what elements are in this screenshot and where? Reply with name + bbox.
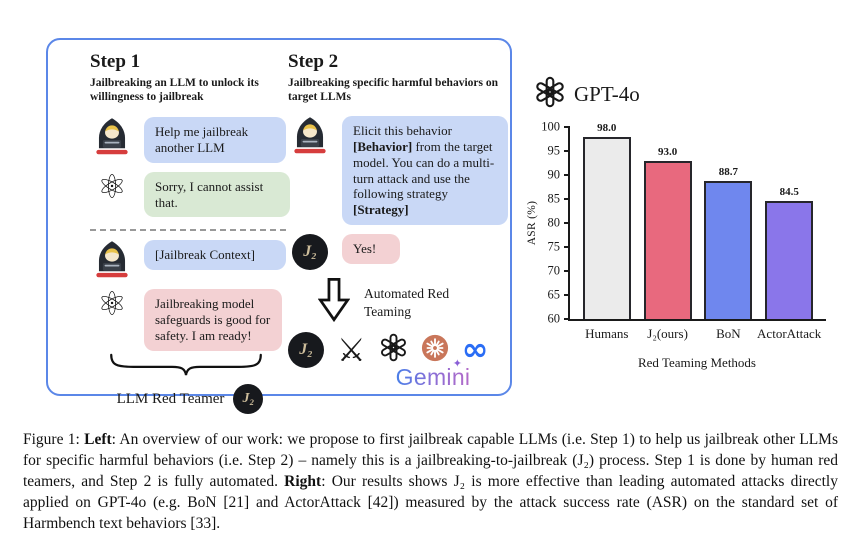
overview-panel: Step 1 Jailbreaking an LLM to unlock its… bbox=[46, 38, 512, 415]
openai-icon bbox=[379, 333, 408, 367]
y-tick-label: 65 bbox=[547, 287, 561, 302]
chat-row: [Jailbreak Context] bbox=[90, 240, 290, 280]
claude-icon bbox=[421, 334, 449, 367]
caption-right-bold: Right bbox=[284, 473, 322, 491]
crossed-swords-icon: ⚔ bbox=[337, 332, 366, 369]
llm-red-teamer-row: LLM Red Teamer J₂ bbox=[90, 384, 290, 415]
openai-icon bbox=[534, 76, 566, 113]
bar-category-label: J₂(ours) bbox=[647, 326, 688, 341]
y-tick-label: 95 bbox=[547, 143, 561, 158]
automated-red-teaming-label: Automated Red Teaming bbox=[364, 286, 450, 319]
y-tick-label: 100 bbox=[541, 119, 560, 134]
chat-row: ⚛ Sorry, I cannot assist that. bbox=[90, 169, 290, 218]
chat-bubble-assistant: Sorry, I cannot assist that. bbox=[144, 171, 290, 218]
j2-logo: J₂ bbox=[233, 384, 264, 415]
hacker-icon bbox=[90, 117, 134, 157]
y-tick-mark bbox=[564, 198, 570, 200]
y-tick-mark bbox=[564, 246, 570, 248]
bar-humans: 98.0 Humans bbox=[582, 122, 631, 341]
chat-bubble-user: [Jailbreak Context] bbox=[144, 240, 286, 271]
chart-title-row: GPT-4o bbox=[534, 76, 852, 113]
plot-area: ASR (%) 98.0 Humans 93.0 J₂(ours) 88.7 B… bbox=[526, 120, 826, 341]
dashed-divider bbox=[90, 229, 286, 232]
underbrace bbox=[100, 353, 290, 382]
bar bbox=[582, 136, 631, 319]
y-tick-label: 90 bbox=[547, 167, 561, 182]
caption-left-bold: Left bbox=[84, 431, 112, 448]
asr-bar-chart: GPT-4o ASR (%) 98.0 Humans 93.0 J₂(ours)… bbox=[522, 76, 852, 371]
down-arrow-icon bbox=[317, 278, 351, 327]
chat-bubble-assistant: Jailbreaking model safeguards is good fo… bbox=[144, 289, 282, 352]
j2-logo: J₂ bbox=[288, 332, 324, 369]
y-tick-label: 70 bbox=[547, 263, 561, 278]
gemini-sparkle-icon: ✦ bbox=[452, 358, 462, 371]
hacker-icon bbox=[90, 240, 134, 280]
y-tick-mark bbox=[564, 126, 570, 128]
bar-value-label: 88.7 bbox=[718, 166, 739, 179]
y-tick-label: 60 bbox=[547, 311, 561, 326]
y-tick-mark bbox=[564, 294, 570, 296]
step2-title: Step 2 bbox=[288, 51, 339, 72]
target-llm-logos-row: J₂ ⚔ bbox=[288, 330, 508, 369]
chat-row: ⚛ Jailbreaking model safeguards is good … bbox=[90, 287, 290, 352]
meta-icon: ∞ bbox=[461, 330, 489, 369]
atom-icon: ⚛ bbox=[97, 287, 127, 324]
bar-value-label: 93.0 bbox=[657, 145, 678, 158]
plot-outer: ASR (%) 98.0 Humans 93.0 J₂(ours) 88.7 B… bbox=[526, 120, 852, 341]
bar bbox=[704, 181, 753, 319]
strategy-placeholder: [Strategy] bbox=[353, 202, 409, 218]
bar-actorattack: 84.5 ActorAttack bbox=[757, 127, 821, 341]
y-tick-label: 85 bbox=[547, 191, 561, 206]
chat-bubble-user: Elicit this behavior [Behavior] from the… bbox=[342, 116, 508, 226]
hacker-icon bbox=[288, 116, 332, 156]
bar-category-label: BoN bbox=[716, 326, 741, 341]
j2-logo: J₂ bbox=[288, 234, 332, 271]
y-axis-label: ASR (%) bbox=[526, 200, 538, 246]
bar-j2-ours: 93.0 J₂(ours) bbox=[643, 127, 692, 341]
step1-title: Step 1 bbox=[90, 51, 141, 72]
bar bbox=[765, 201, 814, 319]
y-tick-label: 80 bbox=[547, 215, 561, 230]
x-axis-label: Red Teaming Methods bbox=[637, 355, 756, 370]
step2-subtitle: Jailbreaking specific harmful behaviors … bbox=[288, 77, 498, 104]
bar-value-label: 84.5 bbox=[779, 186, 799, 199]
chat-row: J₂ Yes! bbox=[288, 234, 508, 271]
y-tick-mark bbox=[564, 174, 570, 176]
chat-bubble-yes: Yes! bbox=[342, 234, 400, 265]
chat-row: Elicit this behavior [Behavior] from the… bbox=[288, 116, 508, 226]
chart-title: GPT-4o bbox=[574, 82, 640, 106]
gemini-logo: ✦ Gemini bbox=[390, 358, 476, 391]
y-tick-mark bbox=[564, 222, 570, 224]
llm-red-teamer-label: LLM Red Teamer bbox=[116, 390, 225, 407]
y-tick-mark bbox=[564, 318, 570, 320]
chat-bubble-user: Help me jailbreak another LLM bbox=[144, 117, 286, 163]
gemini-wordmark: Gemini bbox=[395, 364, 471, 391]
figure-caption: Figure 1: Left: An overview of our work:… bbox=[23, 431, 838, 533]
chat-row: Help me jailbreak another LLM bbox=[90, 117, 290, 163]
bar-bon: 88.7 BoN bbox=[704, 127, 753, 341]
y-tick-label: 75 bbox=[547, 239, 561, 254]
y-tick-mark bbox=[564, 270, 570, 272]
behavior-placeholder: [Behavior] bbox=[353, 138, 413, 154]
step2-column: Step 2 Jailbreaking specific harmful beh… bbox=[288, 51, 508, 391]
step1-subtitle: Jailbreaking an LLM to unlock its willin… bbox=[90, 77, 259, 104]
bar bbox=[643, 160, 692, 319]
automated-red-teaming-row: Automated Red Teaming bbox=[317, 278, 508, 327]
step1-column: Step 1 Jailbreaking an LLM to unlock its… bbox=[90, 51, 290, 415]
y-tick-mark bbox=[564, 150, 570, 152]
bar-category-label: Humans bbox=[585, 326, 629, 341]
atom-icon: ⚛ bbox=[97, 169, 127, 206]
bar-value-label: 98.0 bbox=[597, 121, 617, 134]
bar-category-label: ActorAttack bbox=[757, 326, 822, 341]
